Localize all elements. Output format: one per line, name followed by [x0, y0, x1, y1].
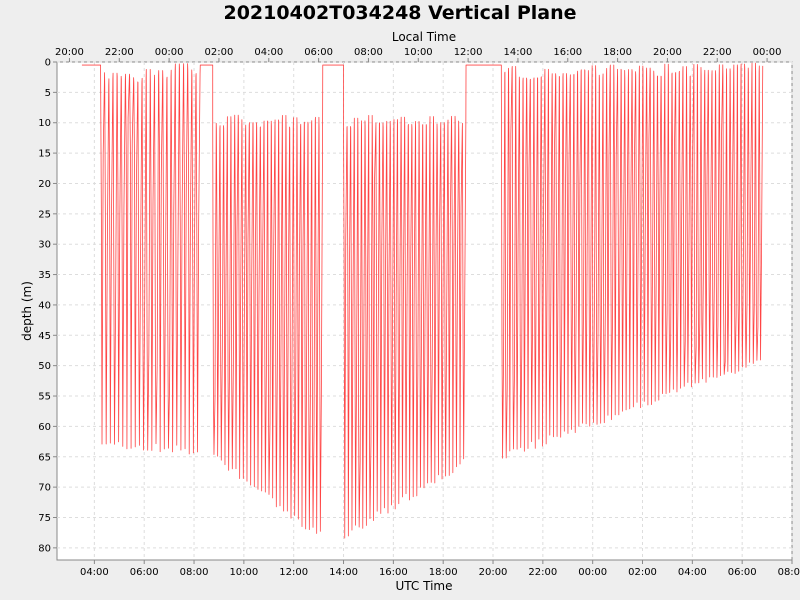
x-tick-label: 18:00: [429, 567, 458, 578]
x-tick-label: 10:00: [229, 567, 258, 578]
y-tick-label: 55: [38, 392, 51, 403]
y-tick-label: 35: [38, 270, 51, 281]
x2-tick-label: 14:00: [504, 47, 533, 58]
x-tick-label: 22:00: [528, 567, 557, 578]
x2-tick-label: 18:00: [603, 47, 632, 58]
x2-tick-label: 20:00: [55, 47, 84, 58]
x2-tick-label: 16:00: [553, 47, 582, 58]
x2-tick-label: 06:00: [304, 47, 333, 58]
y-tick-label: 5: [45, 88, 51, 99]
x-tick-label: 20:00: [479, 567, 508, 578]
x2-tick-label: 10:00: [404, 47, 433, 58]
x-axis-label: UTC Time: [396, 579, 453, 593]
y-axis-label: depth (m): [20, 281, 34, 341]
x2-tick-label: 22:00: [105, 47, 134, 58]
y-tick-label: 45: [38, 331, 51, 342]
y-tick-label: 30: [38, 240, 51, 251]
x-tick-label: 08:00: [180, 567, 209, 578]
x-tick-label: 04:00: [80, 567, 109, 578]
x2-tick-label: 04:00: [254, 47, 283, 58]
x-tick-label: 14:00: [329, 567, 358, 578]
x2-tick-label: 08:00: [354, 47, 383, 58]
y-tick-label: 0: [45, 58, 51, 69]
x-axis-ticks: 04:00 06:00 08:00 10:00 12:00 14:00 16:00 18:00…: [80, 560, 800, 578]
x2-tick-label: 20:00: [653, 47, 682, 58]
y-tick-label: 10: [38, 118, 51, 129]
y-tick-label: 40: [38, 300, 51, 311]
x-tick-label: 02:00: [628, 567, 657, 578]
y-tick-label: 15: [38, 149, 51, 160]
y-tick-label: 25: [38, 209, 51, 220]
x2-tick-label: 00:00: [155, 47, 184, 58]
x-tick-label: 00:00: [578, 567, 607, 578]
y-tick-label: 80: [38, 543, 51, 554]
x2-tick-label: 12:00: [454, 47, 483, 58]
x2-tick-label: 00:00: [753, 47, 782, 58]
x2-axis-label: Local Time: [392, 30, 456, 44]
chart-title: 20210402T034248 Vertical Plane: [223, 2, 576, 24]
x-tick-label: 06:00: [728, 567, 757, 578]
y-tick-label: 65: [38, 452, 51, 463]
x-tick-label: 12:00: [279, 567, 308, 578]
y-tick-label: 70: [38, 483, 51, 494]
x2-axis-ticks: 20:00 22:00 00:00 02:00 04:00 06:00 08:00 10:00…: [55, 47, 781, 62]
x2-tick-label: 02:00: [205, 47, 234, 58]
x-tick-label: 04:00: [678, 567, 707, 578]
x-tick-label: 16:00: [379, 567, 408, 578]
x-tick-label: 06:00: [130, 567, 159, 578]
x-tick-label: 08:00: [778, 567, 800, 578]
data-series: [81, 62, 764, 539]
depth-series-line: [81, 62, 764, 539]
y-tick-label: 60: [38, 422, 51, 433]
y-tick-label: 50: [38, 361, 51, 372]
y-tick-label: 20: [38, 179, 51, 190]
y-axis-ticks: 0 5 10 15 20 25 30 35 40 45 50 55 60 65 70 75 80: [38, 58, 57, 554]
x2-tick-label: 22:00: [703, 47, 732, 58]
y-tick-label: 75: [38, 513, 51, 524]
